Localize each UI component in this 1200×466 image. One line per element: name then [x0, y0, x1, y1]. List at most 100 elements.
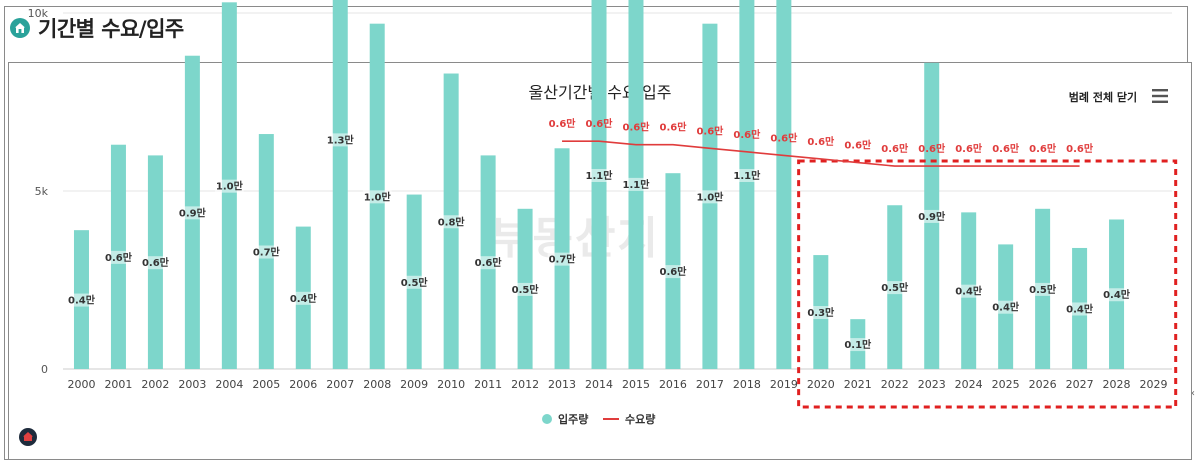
bar-label-bg	[880, 281, 910, 295]
y-tick-label: 10k	[28, 7, 49, 20]
bar-data-label: 0.5만	[881, 281, 909, 294]
bar-label-bg	[473, 256, 503, 270]
scroll-marker: ‹	[1191, 388, 1195, 399]
x-tick-label: 2026	[1029, 378, 1057, 391]
x-tick-label: 2025	[992, 378, 1020, 391]
x-tick-label: 2007	[326, 378, 354, 391]
x-tick-label: 2017	[696, 378, 724, 391]
line-data-label: 0.6만	[955, 142, 983, 155]
line-data-label: 0.6만	[1029, 142, 1057, 155]
bar-data-label: 0.6만	[105, 251, 133, 264]
x-tick-label: 2001	[104, 378, 132, 391]
x-tick-label: 2027	[1066, 378, 1094, 391]
line-data-label: 0.6만	[844, 139, 872, 152]
bar-data-label: 1.0만	[216, 180, 244, 193]
bar-label-bg	[695, 190, 725, 204]
bar-label-bg	[436, 215, 466, 229]
bar-2018	[739, 0, 755, 370]
bar-label-bg	[510, 282, 540, 296]
bar-data-label: 0.6만	[475, 256, 503, 269]
x-tick-label: 2012	[511, 378, 539, 391]
bar-label-bg	[732, 168, 762, 182]
bar-label-bg	[1102, 288, 1131, 302]
x-tick-label: 2015	[622, 378, 650, 391]
bar-label-bg	[547, 252, 577, 266]
legend-label: 수요량	[625, 413, 655, 426]
x-tick-label: 2024	[955, 378, 983, 391]
line-data-label: 0.6만	[549, 117, 577, 130]
bar-data-label: 0.7만	[253, 246, 281, 259]
line-data-label: 0.6만	[586, 117, 614, 130]
bar-data-label: 1.3만	[327, 133, 355, 146]
bar-label-bg	[658, 265, 688, 279]
bar-data-label: 0.9만	[179, 206, 207, 219]
x-tick-label: 2008	[363, 378, 391, 391]
x-tick-label: 2021	[844, 378, 872, 391]
bar-data-label: 0.7만	[549, 253, 577, 266]
bar-label-bg	[325, 133, 355, 147]
home-icon	[10, 18, 30, 38]
line-data-label: 0.6만	[696, 124, 724, 137]
bar-data-label: 0.3만	[807, 306, 835, 319]
bar-label-bg	[214, 179, 244, 193]
page-title: 기간별 수요/입주	[38, 17, 184, 41]
legend-marker-입주량	[542, 414, 552, 424]
x-tick-label: 2013	[548, 378, 576, 391]
forecast-highlight-box	[797, 159, 1178, 409]
line-data-label: 0.6만	[918, 142, 946, 155]
bar-2014	[591, 0, 607, 370]
bar-label-bg	[1028, 282, 1058, 296]
bar-data-label: 1.0만	[696, 190, 724, 203]
x-tick-label: 2020	[807, 378, 835, 391]
bar-data-label: 0.5만	[512, 283, 540, 296]
bar-label-bg	[399, 275, 429, 289]
bar-label-bg	[954, 284, 984, 298]
x-tick-label: 2003	[178, 378, 206, 391]
line-수요량	[562, 140, 1080, 167]
bar-label-bg	[251, 245, 281, 259]
line-data-label: 0.6만	[770, 131, 798, 144]
x-tick-label: 2006	[289, 378, 317, 391]
legend-toggle-button[interactable]: 범례 전체 닫기	[1068, 91, 1138, 104]
site-logo-icon	[19, 428, 37, 446]
line-data-label: 0.6만	[992, 142, 1020, 155]
x-tick-label: 2004	[215, 378, 243, 391]
bar-label-bg	[584, 168, 614, 182]
line-data-label: 0.6만	[881, 142, 909, 155]
bar-data-label: 0.4만	[68, 294, 96, 307]
y-tick-label: 5k	[35, 185, 49, 198]
line-data-label: 0.6만	[659, 121, 687, 134]
y-tick-label: 0	[41, 363, 48, 376]
bar-label-bg	[177, 206, 207, 220]
bar-label-bg	[67, 293, 96, 307]
bar-data-label: 0.4만	[1103, 288, 1131, 301]
bar-data-label: 0.8만	[438, 215, 466, 228]
bar-data-label: 0.4만	[992, 301, 1020, 314]
x-tick-label: 2028	[1103, 378, 1131, 391]
bar-data-label: 0.4만	[955, 285, 983, 298]
x-tick-label: 2011	[474, 378, 502, 391]
bar-data-label: 1.1만	[586, 169, 614, 182]
hamburger-menu-icon[interactable]	[1150, 86, 1170, 106]
bar-label-bg	[104, 250, 133, 264]
legend-label: 입주량	[558, 413, 588, 426]
bar-label-bg	[991, 300, 1021, 314]
x-tick-label: 2002	[141, 378, 169, 391]
x-tick-label: 2014	[585, 378, 613, 391]
bar-data-label: 0.4만	[1066, 302, 1094, 315]
x-tick-label: 2022	[881, 378, 909, 391]
bar-data-label: 0.6만	[659, 265, 687, 278]
bar-label-bg	[141, 256, 170, 270]
bar-label-bg	[843, 338, 873, 352]
x-tick-label: 2029	[1140, 378, 1168, 391]
bar-data-label: 0.5만	[401, 276, 429, 289]
line-data-label: 0.6만	[733, 128, 761, 141]
bar-data-label: 0.6만	[142, 256, 170, 269]
bar-data-label: 1.1만	[733, 169, 761, 182]
bar-data-label: 0.1만	[844, 338, 872, 351]
bar-label-bg	[1065, 302, 1094, 316]
bar-data-label: 1.1만	[623, 178, 651, 191]
bar-data-label: 0.4만	[290, 292, 318, 305]
x-tick-label: 2010	[437, 378, 465, 391]
